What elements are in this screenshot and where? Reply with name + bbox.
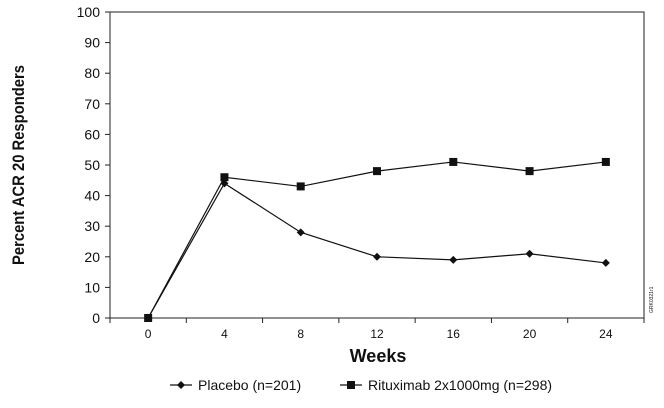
legend: Placebo (n=201) Rituximab 2x1000mg (n=298…: [170, 377, 552, 393]
y-tick-label: 70: [84, 96, 100, 112]
x-tick-label: 16: [447, 327, 461, 341]
legend-marker: [347, 381, 355, 389]
y-tick-label: 50: [84, 157, 100, 173]
y-tick-label: 100: [77, 4, 101, 20]
data-point: [449, 157, 458, 166]
data-point: [144, 314, 153, 322]
y-tick-label: 20: [84, 249, 100, 265]
x-axis-label: Weeks: [350, 346, 407, 366]
x-tick-label: 0: [145, 327, 152, 341]
x-tick-label: 4: [221, 327, 228, 341]
y-tick-label: 80: [84, 65, 100, 81]
data-point: [601, 157, 610, 166]
plot-frame: [109, 11, 645, 319]
x-tick-label: 20: [523, 327, 537, 341]
data-point: [373, 167, 381, 176]
x-tick-label: 24: [599, 327, 613, 341]
legend-label: Placebo (n=201): [198, 377, 301, 393]
y-tick-label: 90: [84, 35, 100, 51]
x-tick-label: 8: [297, 327, 304, 341]
data-point: [296, 182, 305, 191]
y-tick-label: 30: [84, 218, 100, 234]
data-point: [220, 173, 229, 182]
y-tick-label: 40: [84, 188, 100, 204]
data-point: [525, 167, 534, 176]
data-point: [373, 252, 381, 261]
data-point: [296, 228, 305, 237]
y-tick-label: 60: [84, 126, 100, 142]
y-tick-label: 10: [84, 279, 100, 295]
series-line-rituximab: [147, 161, 606, 319]
x-tick-label: 12: [370, 327, 384, 341]
legend-marker: [177, 381, 185, 389]
series-line-placebo: [147, 182, 606, 319]
legend-label: Rituximab 2x1000mg (n=298): [368, 377, 552, 393]
data-point: [449, 255, 458, 264]
y-tick-label: 0: [92, 310, 100, 326]
data-point: [601, 258, 610, 267]
watermark: GRK0321r1: [649, 286, 655, 313]
y-axis-label: Percent ACR 20 Responders: [9, 65, 28, 265]
data-point: [525, 249, 534, 258]
